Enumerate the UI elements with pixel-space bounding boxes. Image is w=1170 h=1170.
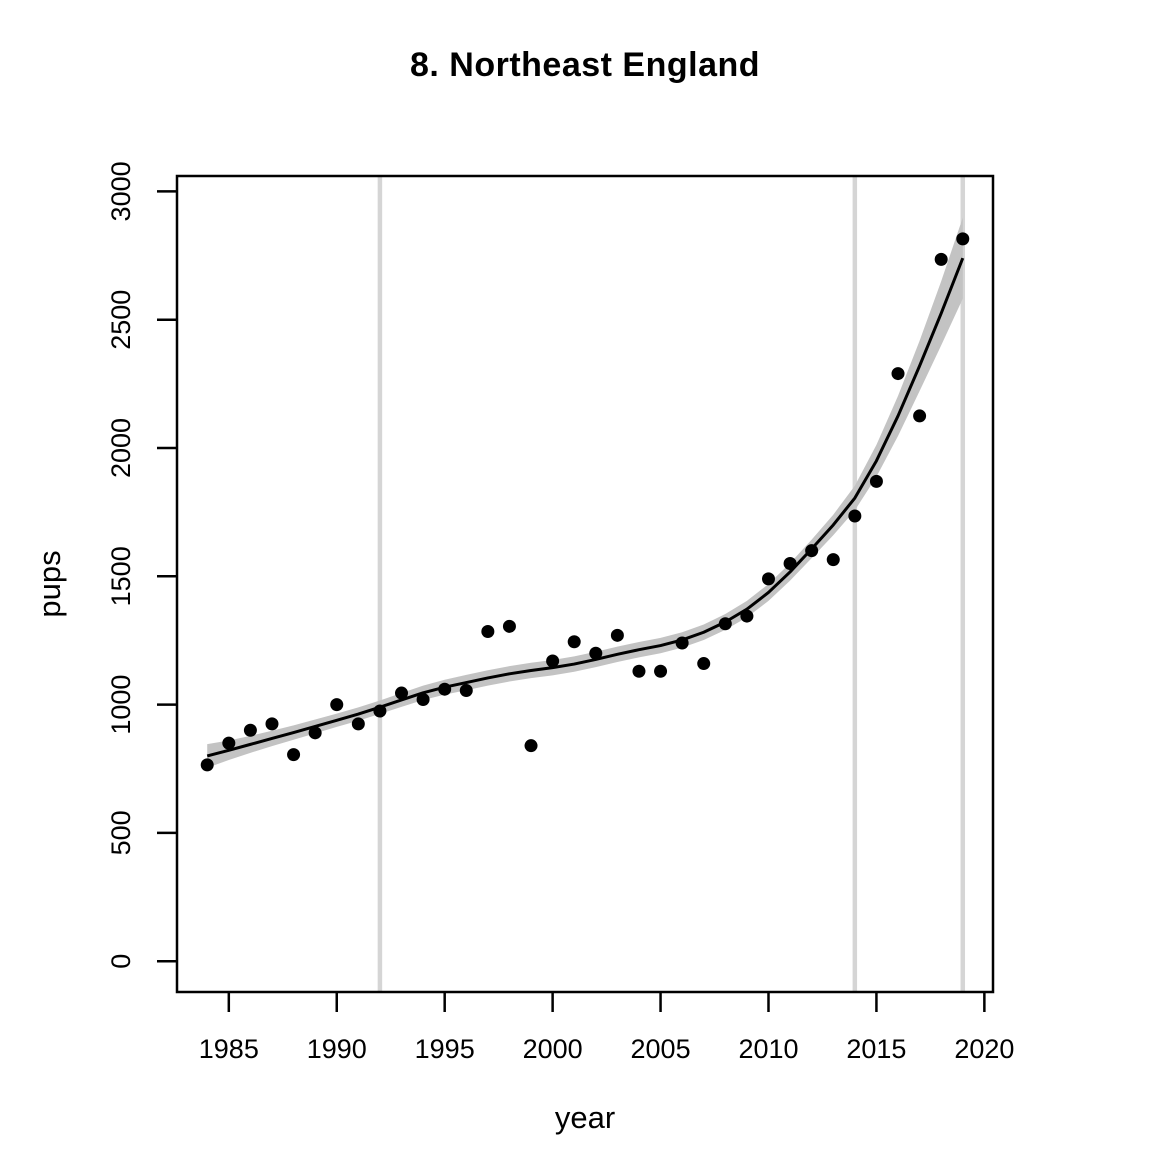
x-tick-label: 2015 xyxy=(846,1034,906,1064)
x-tick-label: 1990 xyxy=(307,1034,367,1064)
chart-title: 8. Northeast England xyxy=(409,46,761,84)
data-point-1993 xyxy=(395,686,409,700)
x-tick-label: 1995 xyxy=(415,1034,475,1064)
y-tick-label: 1500 xyxy=(106,546,136,606)
data-point-2014 xyxy=(848,509,862,523)
data-point-1997 xyxy=(481,624,495,638)
y-tick-label: 500 xyxy=(106,810,136,855)
y-tick-label: 2500 xyxy=(106,290,136,350)
x-tick-label: 1985 xyxy=(199,1034,259,1064)
data-point-1995 xyxy=(438,682,452,696)
data-point-1986 xyxy=(243,723,257,737)
data-point-2002 xyxy=(589,646,603,660)
scatter-points xyxy=(200,232,970,772)
data-point-1998 xyxy=(502,619,516,633)
data-point-1987 xyxy=(265,717,279,731)
data-point-2007 xyxy=(697,657,711,671)
data-point-2009 xyxy=(740,609,754,623)
data-point-2008 xyxy=(718,617,732,631)
data-point-2004 xyxy=(632,664,646,678)
plot-box xyxy=(175,174,995,994)
data-point-1999 xyxy=(524,739,538,753)
data-point-2000 xyxy=(546,654,560,668)
data-point-2003 xyxy=(610,628,624,642)
x-axis: 1985 1990 1995 2000 2005 2010 2015 2020 xyxy=(199,992,1014,1064)
data-point-2010 xyxy=(761,572,775,586)
data-point-2017 xyxy=(913,409,927,423)
data-point-1994 xyxy=(416,692,430,706)
reference-vlines xyxy=(377,176,966,992)
y-tick-label: 2000 xyxy=(106,418,136,478)
x-tick-label: 2005 xyxy=(631,1034,691,1064)
data-point-2006 xyxy=(675,636,689,650)
x-tick-label: 2000 xyxy=(523,1034,583,1064)
data-point-2001 xyxy=(567,635,581,649)
data-point-2011 xyxy=(783,556,797,570)
data-point-2012 xyxy=(805,544,819,558)
x-tick-label: 2010 xyxy=(738,1034,798,1064)
data-point-1989 xyxy=(308,726,322,740)
y-axis: 0 500 1000 1500 2000 2500 3000 xyxy=(106,161,177,969)
data-point-1988 xyxy=(287,748,301,762)
data-point-1990 xyxy=(330,698,344,712)
data-point-2018 xyxy=(934,252,948,266)
y-tick-label: 1000 xyxy=(106,675,136,735)
confidence-band xyxy=(207,217,963,768)
data-point-1991 xyxy=(351,717,365,731)
data-point-2019 xyxy=(956,232,970,246)
x-tick-label: 2020 xyxy=(954,1034,1014,1064)
data-point-2005 xyxy=(654,664,668,678)
data-point-1984 xyxy=(200,758,214,772)
y-tick-label: 0 xyxy=(106,954,136,969)
data-point-2013 xyxy=(826,553,840,567)
data-point-1996 xyxy=(459,683,473,697)
data-point-2015 xyxy=(869,474,883,488)
trend-line xyxy=(206,257,965,758)
data-point-1992 xyxy=(373,704,387,718)
y-tick-label: 3000 xyxy=(106,161,136,221)
x-axis-label: year xyxy=(554,1100,616,1135)
data-point-2016 xyxy=(891,367,905,381)
data-point-1985 xyxy=(222,736,236,750)
